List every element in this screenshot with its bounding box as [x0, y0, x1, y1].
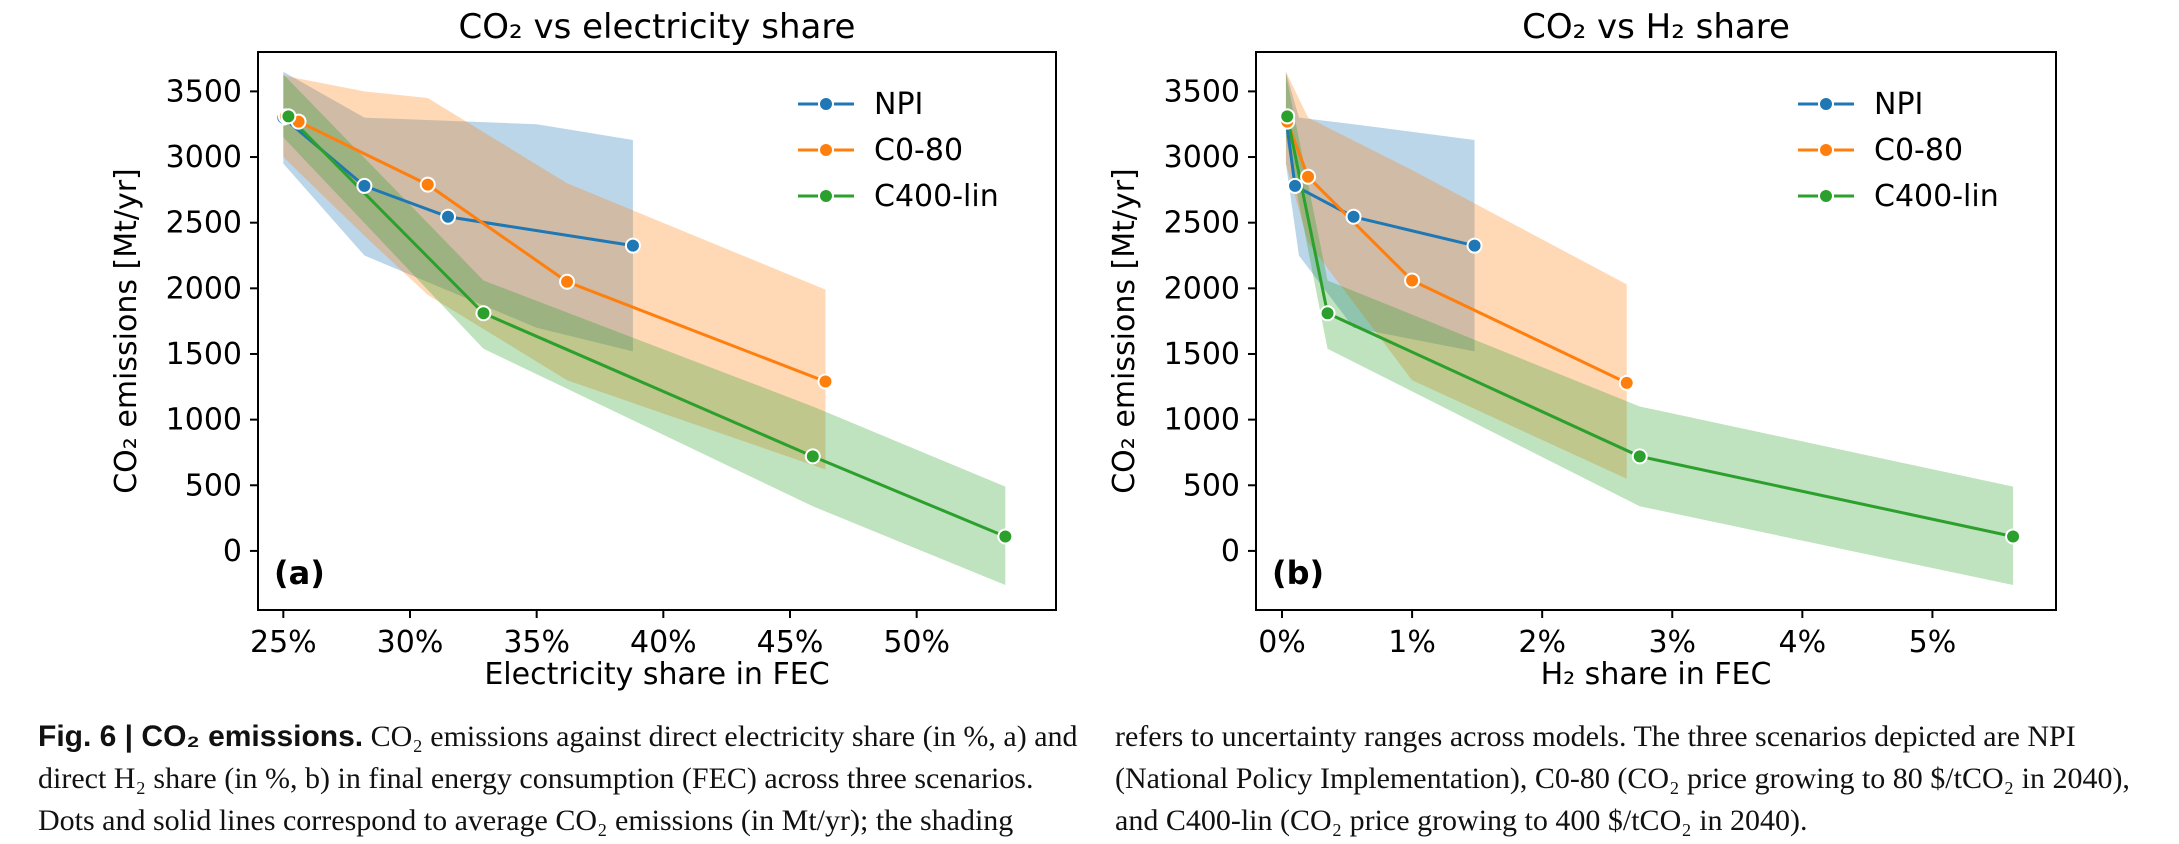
y-tick-label: 1500: [1164, 337, 1240, 372]
data-point-c0-80: [817, 373, 834, 390]
y-tick-label: 500: [1183, 468, 1240, 503]
y-axis-label: CO₂ emissions [Mt/yr]: [1107, 168, 1142, 494]
band-c0-80: [1285, 71, 1627, 479]
data-point-c0-80: [559, 273, 576, 290]
band-c400-lin: [1285, 74, 2014, 586]
data-point-c0-80: [419, 176, 436, 193]
data-point-c400-lin: [2005, 528, 2022, 545]
legend-label: NPI: [1874, 87, 1923, 122]
chart-title: CO₂ vs H₂ share: [1522, 7, 1790, 47]
x-tick-label: 0%: [1258, 625, 1306, 660]
y-tick-label: 1500: [166, 337, 242, 372]
data-point-c400-lin: [1631, 448, 1648, 465]
legend-marker: [818, 188, 834, 204]
x-tick-label: 40%: [630, 625, 697, 660]
chart-panel-a: 25% 30% 35% 40% 45% 50% 0 500 1000 1500 2000 2500 30…: [109, 7, 1057, 692]
axes-frame: [1255, 51, 2057, 611]
legend-marker: [1818, 142, 1834, 158]
panel-label: (a): [274, 554, 325, 592]
data-point-c400-lin: [804, 448, 821, 465]
band-npi: [1285, 71, 1475, 352]
caption-label: Fig. 6 | CO₂ emissions.: [38, 720, 364, 753]
data-point-c0-80: [1404, 272, 1421, 289]
data-point-npi: [624, 237, 641, 254]
x-tick-label: 30%: [377, 625, 444, 660]
legend-marker: [818, 142, 834, 158]
series-line-c0-80: [1285, 121, 1628, 385]
data-point-c400-lin: [280, 108, 297, 125]
x-tick-label: 5%: [1909, 625, 1957, 660]
caption-right: refers to uncertainty ranges across mode…: [1115, 716, 2155, 842]
data-point-c400-lin: [475, 305, 492, 322]
y-axis-label: CO₂ emissions [Mt/yr]: [109, 168, 144, 494]
series-line-npi: [1284, 117, 1475, 248]
x-tick-label: 50%: [883, 625, 950, 660]
x-tick-label: 4%: [1779, 625, 1827, 660]
x-axis-label: H₂ share in FEC: [1541, 657, 1772, 692]
data-point-c0-80: [1300, 168, 1317, 185]
y-tick-label: 0: [1221, 534, 1240, 569]
y-tick-label: 2500: [166, 206, 242, 241]
figure-panels: 25% 30% 35% 40% 45% 50% 0 500 1000 1500 2000 2500 30…: [109, 7, 2057, 692]
y-tick-label: 3000: [166, 140, 242, 175]
data-point-c400-lin: [997, 528, 1014, 545]
data-point-npi: [356, 177, 373, 194]
legend-marker: [818, 96, 834, 112]
x-tick-label: 2%: [1518, 625, 1566, 660]
legend-label: C0-80: [874, 133, 963, 168]
caption-left-text: CO₂ emissions against direct electricity…: [38, 720, 1078, 837]
data-point-c400-lin: [1279, 108, 1296, 125]
x-tick-label: 45%: [757, 625, 824, 660]
data-point-npi: [1287, 177, 1304, 194]
y-tick-label: 1000: [166, 403, 242, 438]
legend-label: C400-lin: [1874, 179, 1999, 214]
axes-frame: [257, 51, 1057, 611]
chart-panel-b: 0% 1% 2% 3% 4% 5% 0 500 1000 1500 2000 2500 3000 3500…: [1107, 7, 2057, 692]
data-point-npi: [1345, 208, 1362, 225]
y-tick-label: 2000: [1164, 271, 1240, 306]
y-tick-label: 1000: [1164, 403, 1240, 438]
data-point-c0-80: [1618, 374, 1635, 391]
x-tick-label: 25%: [250, 625, 317, 660]
legend-label: C400-lin: [874, 179, 999, 214]
caption-left: Fig. 6 | CO₂ emissions. CO₂ emissions ag…: [38, 716, 1078, 842]
y-tick-label: 3500: [166, 74, 242, 109]
x-tick-label: 1%: [1388, 625, 1436, 660]
y-tick-label: 500: [185, 468, 242, 503]
legend-marker: [1818, 96, 1834, 112]
series-line-c400-lin: [287, 115, 1006, 538]
x-tick-label: 3%: [1648, 625, 1696, 660]
x-tick-label: 35%: [503, 625, 570, 660]
data-point-npi: [440, 208, 456, 225]
legend-label: NPI: [874, 87, 923, 122]
legend-marker: [1818, 188, 1834, 204]
band-c400-lin: [283, 74, 1006, 586]
caption-right-text: refers to uncertainty ranges across mode…: [1115, 720, 2130, 837]
y-tick-label: 2500: [1164, 206, 1240, 241]
band-npi: [283, 71, 633, 352]
y-tick-label: 2000: [166, 271, 242, 306]
x-axis-label: Electricity share in FEC: [484, 657, 829, 692]
data-point-npi: [1466, 237, 1483, 254]
y-tick-label: 3500: [1164, 74, 1240, 109]
y-tick-label: 0: [223, 534, 242, 569]
series-line-c400-lin: [1285, 116, 2014, 538]
chart-title: CO₂ vs electricity share: [459, 7, 856, 47]
y-tick-label: 3000: [1164, 140, 1240, 175]
data-point-c400-lin: [1319, 305, 1336, 322]
panel-label: (b): [1272, 554, 1324, 592]
legend-label: C0-80: [1874, 133, 1963, 168]
